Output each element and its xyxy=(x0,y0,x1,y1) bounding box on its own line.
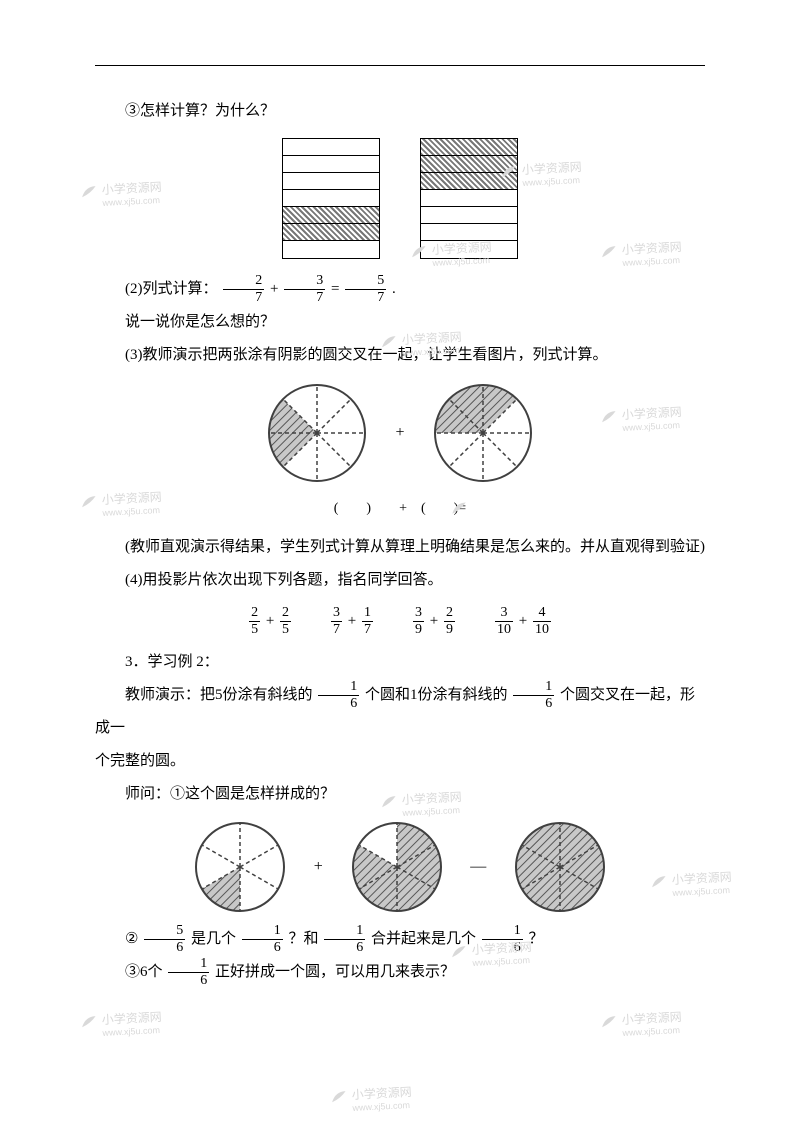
bar-cell xyxy=(283,139,379,156)
note-line: (教师直观演示得结果，学生列式计算从算理上明确结果是怎么来的。并从直观得到验证) xyxy=(95,531,705,564)
pie-chart xyxy=(510,817,610,917)
bar-cell xyxy=(283,207,379,224)
teacher-question-3: ③6个 16 正好拼成一个圆，可以用几来表示？ xyxy=(95,956,705,989)
top-rule xyxy=(95,65,705,66)
equals-sign: = xyxy=(331,281,339,297)
bar-cell xyxy=(421,241,517,258)
bar-cell xyxy=(421,139,517,156)
text: 是几个 xyxy=(191,931,236,947)
bar-cell xyxy=(283,190,379,207)
text: ③6个 xyxy=(125,964,163,980)
text: ？ xyxy=(529,931,544,947)
plus-sign: + xyxy=(270,281,278,297)
equals-sign: — xyxy=(470,849,486,884)
bar-right xyxy=(420,138,518,259)
fraction: 16 xyxy=(513,680,554,711)
fraction: 16 xyxy=(318,680,359,711)
bar-diagrams xyxy=(95,138,705,259)
bar-cell xyxy=(421,156,517,173)
pie-row-2: + — xyxy=(95,817,705,917)
item-2: (2)列式计算： 27 + 37 = 57 . xyxy=(95,273,705,306)
fraction-exercise: 25 + 25 xyxy=(247,605,293,638)
explain-line: 说一说你是怎么想的？ xyxy=(95,306,705,339)
plus-sign: + xyxy=(395,415,404,450)
section-3: 3．学习例 2： xyxy=(95,646,705,679)
fraction-exercise: 39 + 29 xyxy=(411,605,457,638)
item-3: (3)教师演示把两张涂有阴影的圆交叉在一起，让学生看图片，列式计算。 xyxy=(95,339,705,372)
fraction: 16 xyxy=(324,924,365,955)
watermark: 小学资源网www.xj5u.com xyxy=(79,1008,162,1039)
text: 合并起来是几个 xyxy=(371,931,476,947)
fraction: 16 xyxy=(168,957,209,988)
question-3: ③怎样计算？为什么？ xyxy=(95,95,705,128)
text: ② xyxy=(125,931,138,947)
bar-cell xyxy=(421,190,517,207)
bar-left xyxy=(282,138,380,259)
pie-chart xyxy=(190,817,290,917)
item-4: (4)用投影片依次出现下列各题，指名同学回答。 xyxy=(95,564,705,597)
fraction: 37 xyxy=(284,274,325,305)
bar-cell xyxy=(283,173,379,190)
example-2-line2: 个完整的圆。 xyxy=(95,745,705,778)
pie-chart xyxy=(428,378,538,488)
fraction: 56 xyxy=(144,924,185,955)
fraction-exercise: 310 + 410 xyxy=(493,605,553,638)
pie-caption: ( ) + ( )= xyxy=(95,494,705,525)
pie-chart xyxy=(262,378,372,488)
item-2-label: (2)列式计算： xyxy=(125,281,218,297)
pie-chart xyxy=(347,817,447,917)
period: . xyxy=(392,281,396,297)
content: ③怎样计算？为什么？ (2)列式计算： 27 + 37 = 57 . 说一说你是… xyxy=(95,95,705,989)
bar-cell xyxy=(421,173,517,190)
bar-cell xyxy=(283,224,379,241)
text: 正好拼成一个圆，可以用几来表示？ xyxy=(215,964,455,980)
bar-cell xyxy=(421,207,517,224)
text: 教师演示：把5份涂有斜线的 xyxy=(125,687,313,703)
pie-row-1: + xyxy=(95,378,705,488)
fraction-exercise: 37 + 17 xyxy=(329,605,375,638)
text: ？和 xyxy=(288,931,318,947)
text: 个圆和1份涂有斜线的 xyxy=(365,687,508,703)
fraction: 27 xyxy=(223,274,264,305)
teacher-question-1: 师问：①这个圆是怎样拼成的？ xyxy=(95,778,705,811)
fraction: 16 xyxy=(482,924,523,955)
bar-cell xyxy=(283,156,379,173)
bar-cell xyxy=(421,224,517,241)
example-2-text: 教师演示：把5份涂有斜线的 16 个圆和1份涂有斜线的 16 个圆交叉在一起，形… xyxy=(95,679,705,745)
watermark: 小学资源网www.xj5u.com xyxy=(329,1083,412,1114)
watermark: 小学资源网www.xj5u.com xyxy=(599,1008,682,1039)
page: 小学资源网www.xj5u.com 小学资源网www.xj5u.com 小学资源… xyxy=(0,0,800,1132)
bar-cell xyxy=(283,241,379,258)
fraction: 16 xyxy=(242,924,283,955)
plus-sign: + xyxy=(314,849,323,884)
fraction: 57 xyxy=(345,274,386,305)
fraction-exercises: 25 + 25 37 + 17 39 + 29 310 + 410 xyxy=(95,605,705,638)
teacher-question-2: ② 56 是几个 16 ？和 16 合并起来是几个 16 ？ xyxy=(95,923,705,956)
